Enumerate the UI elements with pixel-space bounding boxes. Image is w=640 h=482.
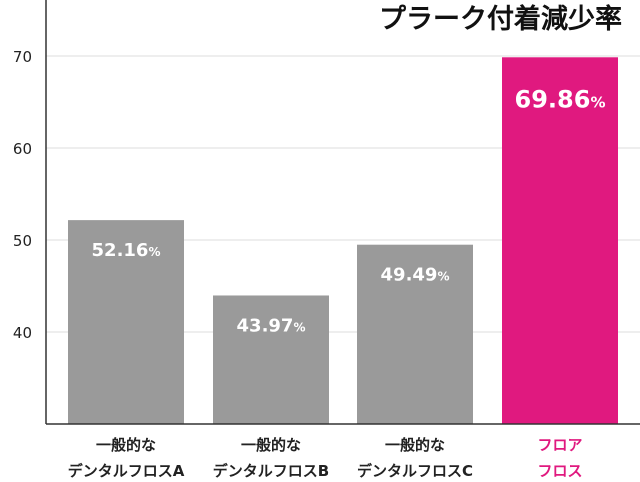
y-tick-label: 60 [13, 140, 32, 158]
bar-value-label: 52.16% [92, 240, 161, 261]
bar-value-unit: % [437, 270, 449, 284]
bar-value-label: 49.49% [381, 265, 450, 286]
bar-value-number: 52.16 [92, 240, 149, 261]
category-label: 一般的な [385, 436, 445, 454]
category-label: デンタルフロスC [357, 462, 473, 480]
y-tick-label: 70 [13, 48, 32, 66]
bar [502, 57, 618, 425]
bar-value-label: 69.86% [515, 85, 606, 113]
bar-value-number: 49.49 [381, 265, 438, 286]
category-label: デンタルフロスB [213, 462, 329, 480]
category-label: フロア [537, 436, 582, 454]
category-label: フロス [537, 462, 582, 480]
bars: 52.16%43.97%49.49%69.86% [68, 57, 618, 425]
category-label: 一般的な [241, 436, 301, 454]
axes [45, 0, 640, 425]
bar-value-unit: % [293, 320, 305, 334]
bar [213, 295, 329, 424]
bar-value-number: 43.97 [237, 315, 294, 336]
bar-value-number: 69.86 [515, 85, 591, 113]
category-label: デンタルフロスA [68, 462, 185, 480]
bar [357, 244, 473, 424]
y-tick-label: 50 [13, 232, 32, 250]
y-tick-label: 40 [13, 324, 32, 342]
bar [68, 220, 184, 424]
chart-title: プラーク付着減少率 [379, 3, 622, 35]
bar-value-unit: % [148, 245, 160, 259]
category-label: 一般的な [96, 436, 156, 454]
y-tick-labels: 40 50 60 70 [13, 48, 32, 342]
bar-value-unit: % [590, 93, 605, 111]
bar-value-label: 43.97% [237, 315, 306, 336]
